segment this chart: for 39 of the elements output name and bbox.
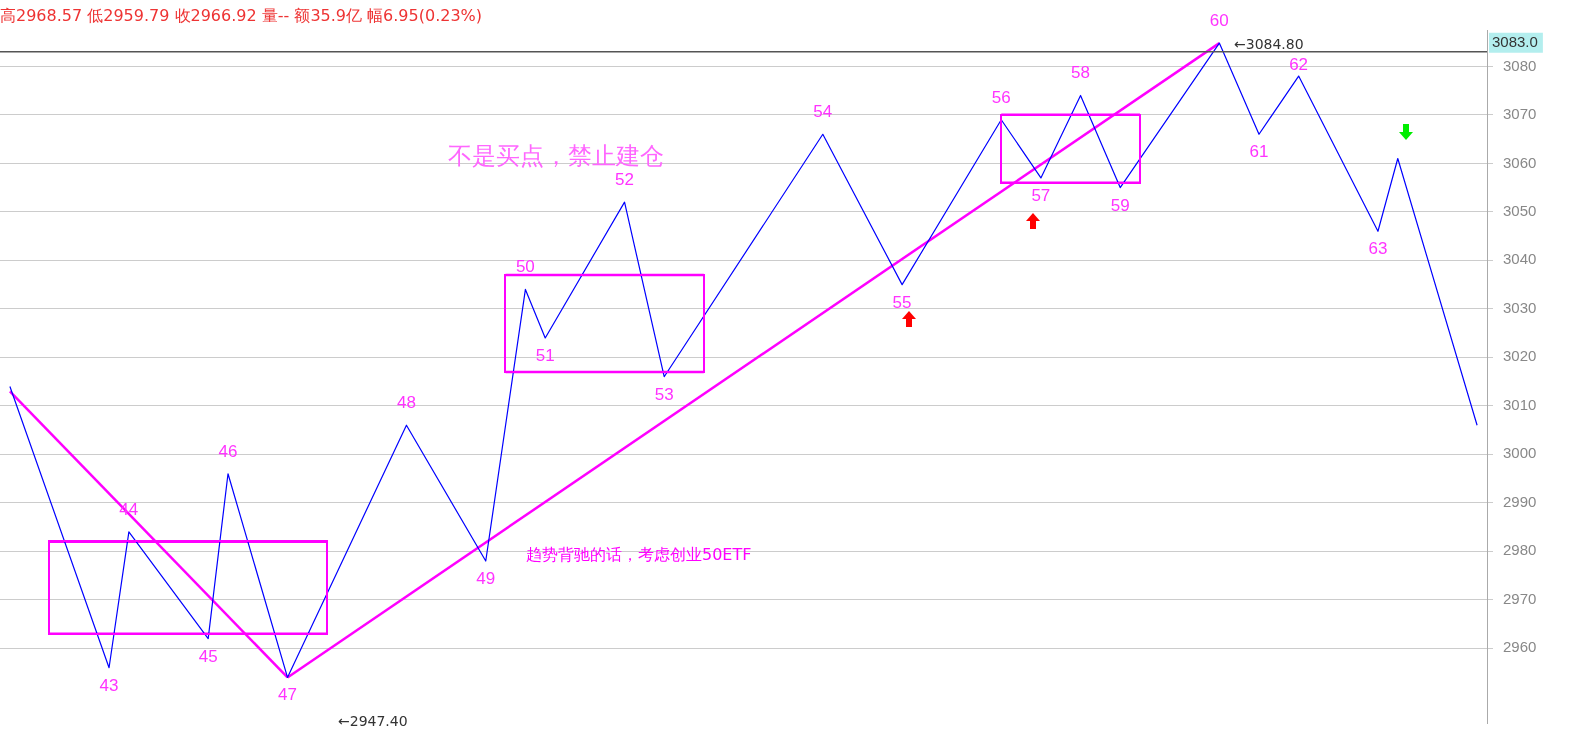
y-tick-label: 2990	[1503, 492, 1537, 510]
annotation: 62	[1289, 54, 1309, 75]
annotation: 46	[218, 441, 238, 462]
y-tick-label: 3030	[1503, 298, 1537, 316]
y-tick-label: 3070	[1503, 105, 1537, 123]
annotation: 45	[198, 646, 218, 667]
y-tick-label: 2970	[1503, 589, 1537, 607]
y-tick-label: 3050	[1503, 202, 1537, 219]
y-tick-label: 3010	[1503, 395, 1537, 413]
ref-line-label: 3083.0	[1492, 32, 1538, 50]
annotation: 趋势背驰的话，考虑创业50ETF	[526, 545, 752, 566]
text: 高2968.57 低2959.79 收2966.92 量-- 额35.9亿 幅6.95(0.23%)	[0, 6, 483, 27]
annotation: 52	[615, 170, 634, 191]
y-tick-label: 3060	[1503, 153, 1537, 171]
annotation: 59	[1110, 195, 1130, 216]
annotation: 不是买点，禁止建仓	[448, 141, 664, 172]
y-tick-label: 3000	[1503, 444, 1537, 462]
annotation: ←3084.80	[1234, 36, 1304, 52]
annotation: 61	[1249, 142, 1269, 163]
annotation: 49	[476, 569, 496, 590]
annotation: 63	[1368, 239, 1388, 260]
y-tick-label: 3080	[1503, 56, 1537, 74]
y-tick-label: 2960	[1503, 638, 1537, 656]
annotation: 55	[892, 292, 912, 313]
annotation: 56	[991, 87, 1011, 108]
annotation: 54	[813, 102, 833, 123]
annotation: 43	[99, 675, 119, 696]
annotation: 60	[1209, 11, 1229, 32]
annotation: ←2947.40	[338, 713, 408, 729]
annotation: 47	[277, 685, 297, 706]
y-tick-label: 2980	[1503, 541, 1537, 559]
annotation: 51	[535, 345, 555, 366]
annotation: 48	[396, 393, 416, 414]
annotation: 58	[1071, 63, 1090, 84]
annotation: 50	[515, 257, 535, 278]
annotation: 53	[654, 384, 674, 405]
y-tick-label: 3020	[1503, 347, 1537, 365]
annotation: 57	[1031, 185, 1051, 206]
y-tick-label: 3040	[1503, 250, 1537, 268]
